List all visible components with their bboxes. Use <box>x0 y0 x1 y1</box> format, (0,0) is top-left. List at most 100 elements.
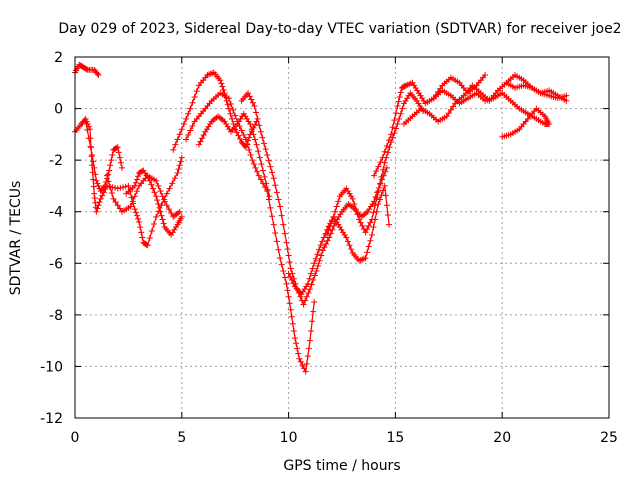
data-point <box>131 206 138 213</box>
data-point <box>165 206 172 213</box>
data-point <box>146 177 153 184</box>
data-point <box>255 172 262 179</box>
data-point <box>354 211 361 218</box>
data-series <box>503 72 570 104</box>
data-point <box>114 144 121 151</box>
data-point <box>135 215 142 222</box>
data-point <box>272 182 279 189</box>
data-point <box>362 255 369 262</box>
y-tick-label: -12 <box>40 411 63 427</box>
data-point <box>386 144 393 151</box>
data-point <box>92 171 99 178</box>
data-point <box>259 167 266 174</box>
data-point <box>99 192 106 199</box>
data-point <box>286 258 293 265</box>
data-point <box>311 272 318 279</box>
data-point <box>330 213 337 220</box>
data-point <box>351 200 358 207</box>
data-point <box>159 216 166 223</box>
data-point <box>155 182 162 189</box>
data-point <box>306 286 313 293</box>
data-point <box>285 270 292 277</box>
data-point <box>385 221 392 228</box>
data-point <box>432 92 439 99</box>
grid-lines <box>75 57 609 418</box>
data-point <box>171 175 178 182</box>
data-point <box>249 99 256 106</box>
data-point <box>311 260 318 267</box>
data-point <box>359 222 366 229</box>
data-point <box>170 146 177 153</box>
data-point <box>144 242 151 249</box>
data-point <box>297 293 304 300</box>
data-point <box>94 70 101 77</box>
data-point <box>94 180 101 187</box>
data-point <box>250 131 257 138</box>
data-point <box>96 199 103 206</box>
data-point <box>389 124 396 131</box>
data-point <box>372 202 379 209</box>
data-point <box>283 280 290 287</box>
x-tick-label: 5 <box>177 430 186 446</box>
data-point <box>114 202 121 209</box>
data-point <box>143 241 150 248</box>
data-point <box>225 105 232 112</box>
data-point <box>292 335 299 342</box>
data-point <box>172 141 179 148</box>
data-point <box>189 99 196 106</box>
data-point <box>244 141 251 148</box>
data-point <box>397 89 404 96</box>
data-point <box>302 297 309 304</box>
data-point <box>380 187 387 194</box>
data-point <box>320 234 327 241</box>
data-point <box>197 138 204 145</box>
data-point <box>246 134 253 141</box>
data-point <box>356 216 363 223</box>
data-point <box>259 134 266 141</box>
x-tick-label: 25 <box>600 430 618 446</box>
data-point <box>327 222 334 229</box>
data-point <box>158 212 165 219</box>
data-point <box>112 199 119 206</box>
data-point <box>447 106 454 113</box>
data-point <box>317 242 324 249</box>
data-point <box>275 246 282 253</box>
data-series <box>499 90 553 140</box>
data-point <box>218 80 225 87</box>
data-point <box>280 221 287 228</box>
data-point <box>402 83 409 90</box>
data-point <box>344 238 351 245</box>
data-point <box>135 173 142 180</box>
data-point <box>370 209 377 216</box>
data-point <box>349 195 356 202</box>
data-point <box>108 190 115 197</box>
data-point <box>368 216 375 223</box>
data-point <box>155 200 162 207</box>
data-point <box>375 163 382 170</box>
data-point <box>273 238 280 245</box>
data-point <box>300 301 307 308</box>
data-point <box>255 148 262 155</box>
data-point <box>219 83 226 90</box>
data-point <box>151 220 158 227</box>
data-point <box>84 126 91 133</box>
data-point <box>396 93 403 100</box>
y-tick-label: 2 <box>54 50 63 66</box>
data-point <box>151 189 158 196</box>
data-point <box>87 143 94 150</box>
data-series <box>430 72 489 102</box>
data-point <box>109 151 116 158</box>
data-point <box>139 234 146 241</box>
data-point <box>120 184 127 191</box>
data-point <box>176 131 183 138</box>
data-point <box>91 195 98 202</box>
y-tick-label: -6 <box>49 256 63 272</box>
data-point <box>95 202 102 209</box>
data-point <box>388 131 395 138</box>
data-point <box>183 115 190 122</box>
data-point <box>283 239 290 246</box>
data-point <box>325 227 332 234</box>
data-point <box>297 358 304 365</box>
data-point <box>261 140 268 147</box>
data-point <box>89 151 96 158</box>
